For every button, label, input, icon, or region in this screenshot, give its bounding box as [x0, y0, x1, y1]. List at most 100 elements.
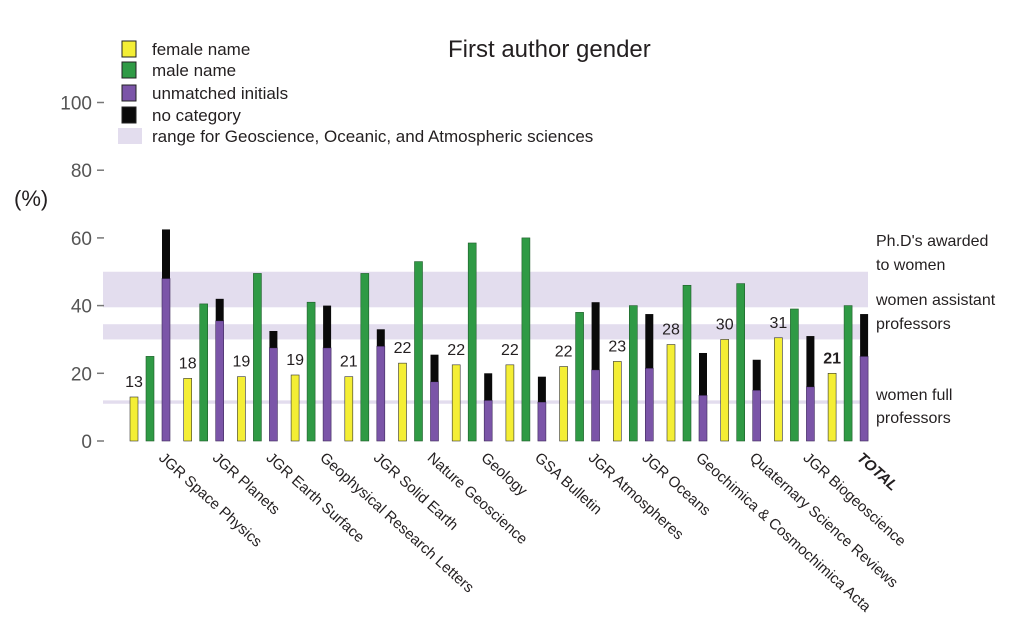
bar-male-gsa-bulletin: [521, 237, 531, 442]
range-label-1-line-0: women assistant: [875, 292, 996, 309]
category-label-jgr-earth-surface: JGR Earth Surface: [263, 449, 368, 546]
bar-nocategory-jgr-solid-earth: [376, 329, 385, 347]
bar-nocategory-jgr-oceans: [645, 314, 654, 369]
y-tick-label-0: 0: [81, 432, 92, 453]
category-label-jgr-atmospheres: JGR Atmospheres: [585, 449, 687, 543]
range-label-0-line-0: Ph.D's awarded: [876, 233, 988, 250]
female-value-label-jgr-biogeoscience: 31: [770, 315, 788, 332]
bar-nocategory-geophysical-research-letters: [323, 305, 332, 348]
bar-unmatched-nature-geoscience: [430, 381, 439, 442]
female-value-label-geology: 22: [447, 342, 465, 359]
bar-female-jgr-biogeoscience: [774, 337, 783, 442]
female-value-label-gsa-bulletin: 22: [501, 342, 519, 359]
bar-male-jgr-atmospheres: [575, 312, 584, 442]
bar-nocategory-jgr-atmospheres: [591, 302, 600, 370]
legend-swatch-male: [121, 61, 137, 79]
category-label-jgr-space-physics: JGR Space Physics: [155, 449, 265, 550]
y-tick-label-3: 60: [71, 229, 92, 250]
bar-female-jgr-planets: [183, 378, 192, 442]
bar-female-geochimica-cosmochimica-acta: [666, 344, 676, 442]
bar-female-total: [827, 372, 837, 442]
bar-unmatched-total: [859, 356, 869, 442]
y-tick-label-5: 100: [60, 94, 92, 115]
bar-unmatched-quaternary-science-reviews: [752, 389, 762, 442]
female-value-label-jgr-atmospheres: 22: [555, 344, 573, 361]
legend: female name male name unmatched initials no…: [118, 40, 593, 146]
legend-label-range_band: range for Geoscience, Oceanic, and Atmos…: [152, 127, 593, 146]
bar-male-total: [843, 305, 853, 442]
category-label-geology: Geology: [478, 449, 531, 499]
bar-female-geophysical-research-letters: [290, 374, 300, 442]
bar-nocategory-total: [860, 314, 869, 357]
bar-male-jgr-oceans: [628, 305, 638, 442]
bar-unmatched-jgr-solid-earth: [376, 345, 386, 442]
chart-title: First author gender: [448, 36, 651, 63]
range-label-1-line-1: professors: [876, 316, 951, 333]
bar-female-jgr-atmospheres: [559, 366, 568, 442]
bar-nocategory-quaternary-science-reviews: [752, 359, 761, 391]
range-label-2-line-1: professors: [876, 410, 951, 427]
legend-swatch-unmatched: [121, 84, 137, 102]
range-labels: Ph.D's awarded to women women assistant pro…: [875, 233, 996, 427]
bar-unmatched-jgr-planets: [215, 320, 224, 442]
value-labels: 13 18 19 19 21 22 22 22 22 23 28 30 31 21: [125, 315, 841, 391]
bar-unmatched-jgr-earth-surface: [269, 347, 278, 442]
bars: [129, 229, 869, 442]
bar-female-jgr-space-physics: [129, 396, 139, 442]
bar-male-jgr-biogeoscience: [790, 308, 799, 442]
female-value-label-jgr-earth-surface: 19: [233, 354, 251, 371]
female-value-label-geochimica-cosmochimica-acta: 28: [662, 322, 680, 339]
y-axis: 0 20 40 60 80 100: [60, 94, 104, 453]
bar-male-quaternary-science-reviews: [736, 283, 746, 442]
legend-label-male: male name: [152, 61, 236, 80]
range-label-2-line-0: women full: [875, 387, 952, 404]
bar-nocategory-jgr-biogeoscience: [806, 336, 815, 387]
bar-unmatched-geophysical-research-letters: [322, 347, 332, 442]
bar-male-nature-geoscience: [414, 261, 423, 442]
bar-unmatched-jgr-oceans: [644, 367, 654, 442]
bar-male-geochimica-cosmochimica-acta: [682, 284, 692, 442]
legend-swatch-range_band: [118, 128, 142, 144]
bar-unmatched-jgr-space-physics: [161, 278, 171, 442]
bar-unmatched-jgr-biogeoscience: [806, 386, 815, 442]
female-value-label-geophysical-research-letters: 19: [286, 352, 304, 369]
bar-male-jgr-solid-earth: [360, 273, 370, 442]
female-value-label-jgr-oceans: 23: [608, 338, 626, 355]
bar-unmatched-geology: [483, 400, 493, 442]
category-label-total: TOTAL: [853, 449, 900, 494]
range-band-1: [103, 324, 868, 340]
category-label-jgr-biogeoscience: JGR Biogeoscience: [800, 449, 909, 550]
female-value-label-quaternary-science-reviews: 30: [716, 316, 734, 333]
bar-male-geophysical-research-letters: [306, 301, 316, 442]
legend-swatch-female: [121, 40, 137, 58]
bar-male-jgr-space-physics: [145, 356, 155, 442]
bar-nocategory-jgr-space-physics: [162, 229, 170, 279]
female-value-label-jgr-solid-earth: 21: [340, 354, 358, 371]
bar-male-jgr-planets: [199, 303, 208, 442]
category-label-nature-geoscience: Nature Geoscience: [424, 449, 531, 548]
female-value-label-jgr-space-physics: 13: [125, 374, 143, 391]
y-tick-label-2: 40: [71, 297, 92, 318]
bar-female-gsa-bulletin: [505, 364, 515, 442]
y-tick-label-4: 80: [71, 161, 92, 182]
female-value-label-jgr-planets: 18: [179, 355, 197, 372]
bar-nocategory-gsa-bulletin: [537, 376, 546, 403]
bar-nocategory-geochimica-cosmochimica-acta: [699, 352, 707, 396]
bar-nocategory-jgr-planets: [215, 298, 224, 321]
legend-label-female: female name: [152, 40, 250, 59]
bar-nocategory-jgr-earth-surface: [269, 330, 278, 348]
bar-male-jgr-earth-surface: [253, 273, 262, 442]
bar-unmatched-gsa-bulletin: [537, 401, 547, 442]
bar-unmatched-geochimica-cosmochimica-acta: [698, 395, 708, 442]
bar-nocategory-geology: [484, 373, 493, 401]
female-value-label-nature-geoscience: 22: [394, 340, 412, 357]
y-tick-label-1: 20: [71, 364, 92, 385]
legend-label-unmatched: unmatched initials: [152, 84, 288, 103]
bar-male-geology: [467, 242, 477, 442]
female-value-label-total: 21: [823, 350, 841, 367]
y-axis-label: (%): [14, 186, 48, 211]
legend-swatch-no_category: [121, 106, 137, 124]
legend-label-no_category: no category: [152, 106, 241, 125]
